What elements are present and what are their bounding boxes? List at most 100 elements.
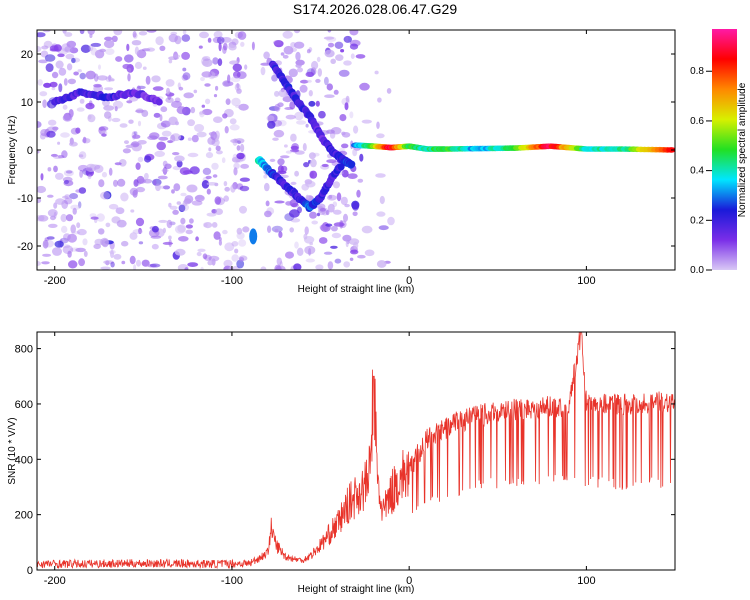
noise-speckle	[263, 174, 268, 179]
noise-speckle	[179, 167, 191, 176]
noise-speckle	[138, 241, 144, 245]
noise-speckle	[376, 211, 386, 217]
noise-speckle	[201, 71, 212, 78]
noise-speckle	[303, 162, 310, 168]
noise-speckle	[93, 73, 99, 82]
noise-speckle	[168, 235, 172, 240]
noise-speckle	[201, 180, 210, 189]
chart-title: S174.2026.028.06.47.G29	[293, 1, 457, 17]
noise-speckle	[376, 133, 385, 139]
noise-speckle	[323, 36, 335, 40]
noise-speckle	[143, 178, 153, 184]
noise-speckle	[236, 227, 243, 235]
noise-speckle	[202, 108, 213, 116]
spectrogram-ylabel: Frequency (Hz)	[7, 116, 18, 185]
noise-speckle	[51, 71, 59, 79]
noise-speckle	[87, 174, 92, 180]
noise-speckle	[265, 200, 270, 207]
noise-speckle	[326, 129, 335, 134]
noise-speckle	[174, 155, 185, 162]
noise-speckle	[97, 228, 105, 235]
noise-speckle	[377, 97, 382, 103]
noise-speckle	[99, 48, 106, 53]
noise-speckle	[327, 194, 337, 201]
noise-speckle	[129, 232, 138, 240]
noise-speckle	[110, 261, 115, 268]
noise-speckle	[63, 78, 68, 86]
noise-speckle	[303, 236, 315, 244]
noise-speckle	[260, 66, 266, 76]
noise-speckle	[68, 260, 78, 269]
noise-speckle	[327, 30, 332, 33]
noise-speckle	[131, 141, 140, 148]
noise-speckle	[274, 264, 282, 270]
noise-speckle	[108, 203, 119, 210]
noise-speckle	[76, 107, 85, 112]
noise-speckle	[216, 36, 225, 44]
noise-speckle	[229, 124, 240, 131]
noise-speckle	[53, 44, 62, 52]
noise-speckle	[160, 106, 168, 113]
noise-speckle	[100, 266, 111, 270]
noise-speckle	[305, 194, 310, 200]
noise-speckle	[321, 163, 329, 168]
noise-speckle	[105, 222, 111, 228]
noise-speckle	[336, 192, 342, 202]
noise-speckle	[204, 254, 212, 261]
noise-speckle	[240, 143, 245, 153]
noise-speckle	[113, 179, 118, 187]
noise-speckle	[237, 140, 241, 144]
noise-speckle	[251, 41, 255, 51]
noise-speckle	[288, 68, 298, 78]
noise-speckle	[191, 134, 199, 143]
noise-speckle	[183, 198, 192, 205]
noise-speckle	[271, 74, 278, 82]
noise-speckle	[77, 228, 87, 236]
noise-speckle	[202, 222, 208, 228]
noise-speckle	[125, 144, 134, 149]
noise-speckle	[289, 101, 296, 110]
noise-speckle	[305, 180, 316, 188]
noise-speckle	[189, 218, 194, 224]
noise-speckle	[152, 86, 164, 91]
noise-speckle	[260, 266, 267, 270]
noise-speckle	[319, 208, 326, 212]
noise-speckle	[327, 261, 334, 270]
noise-speckle	[357, 178, 364, 183]
noise-speckle	[78, 187, 87, 194]
noise-speckle	[323, 251, 333, 255]
noise-speckle	[233, 167, 238, 176]
noise-speckle	[352, 148, 358, 157]
noise-speckle	[202, 56, 211, 61]
noise-speckle	[101, 171, 108, 178]
noise-speckle	[208, 255, 220, 262]
noise-speckle	[168, 33, 178, 43]
noise-speckle	[317, 68, 322, 77]
snr-ytick-label: 600	[15, 399, 33, 411]
noise-speckle	[289, 209, 300, 218]
noise-speckle	[305, 71, 314, 77]
noise-speckle	[293, 263, 302, 270]
noise-speckle	[201, 104, 205, 108]
noise-speckle	[379, 195, 385, 205]
noise-speckle	[235, 104, 246, 109]
noise-speckle	[214, 196, 222, 205]
noise-speckle	[108, 167, 113, 176]
noise-speckle	[195, 236, 199, 242]
noise-speckle	[169, 134, 176, 143]
noise-speckle	[306, 49, 311, 54]
noise-speckle	[168, 202, 172, 208]
noise-speckle	[274, 90, 280, 97]
noise-speckle	[157, 175, 168, 180]
noise-speckle	[185, 229, 193, 235]
noise-speckle	[173, 183, 181, 192]
noise-speckle	[276, 257, 282, 266]
noise-speckle	[75, 127, 81, 134]
noise-speckle	[232, 138, 238, 146]
noise-speckle	[158, 219, 168, 223]
noise-speckle	[64, 46, 73, 53]
spectrogram-xtick-label: -200	[44, 275, 66, 287]
noise-speckle	[180, 192, 187, 197]
colorbar-tick-label: 0.4	[690, 166, 704, 177]
noise-speckle	[135, 162, 141, 170]
